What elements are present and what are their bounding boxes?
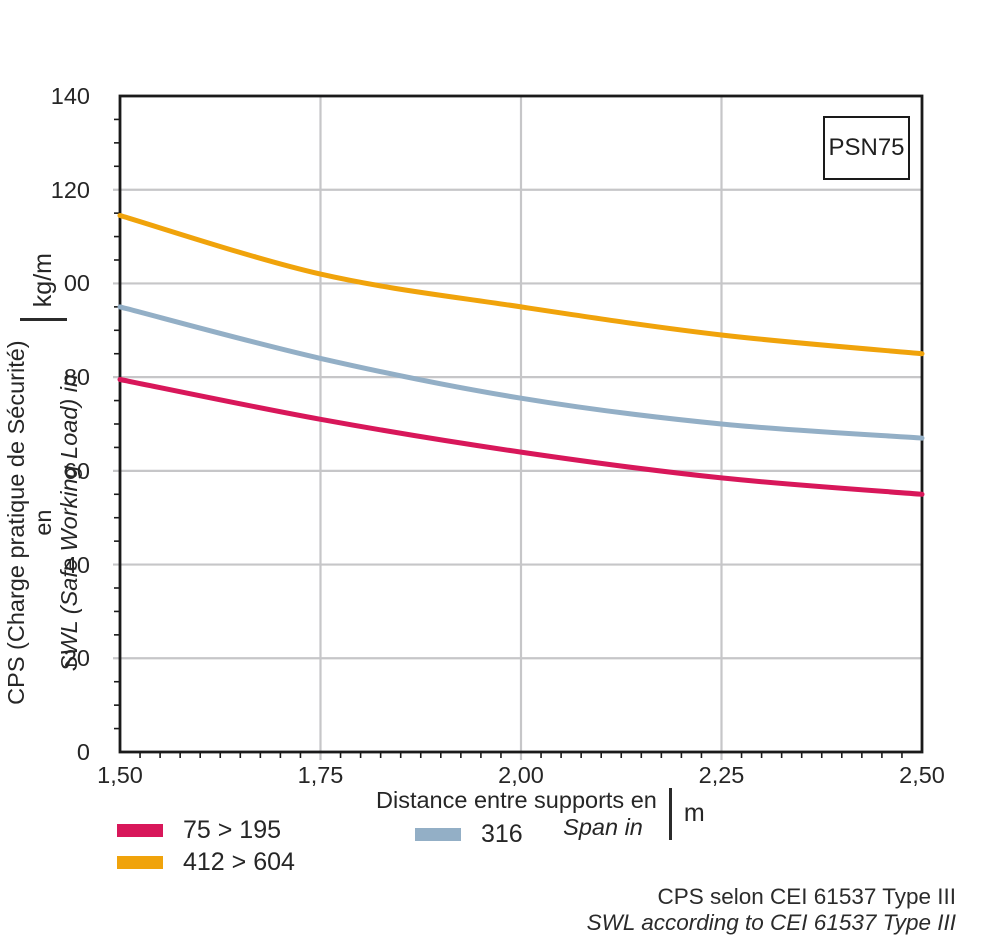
x-axis-title: Distance entre supports en Span in m	[376, 787, 705, 840]
plot-border	[118, 94, 924, 754]
x-tick-label: 2,50	[899, 762, 945, 788]
legend-swatch-orange	[117, 855, 163, 869]
y-tick-label: 80	[63, 364, 90, 391]
x-axis-unit: m	[683, 799, 705, 827]
x-tick-label: 1,50	[97, 762, 143, 788]
legend-swatch-red	[117, 823, 163, 837]
legend-item-316: 316	[415, 819, 523, 848]
legend-label: 316	[481, 819, 523, 848]
x-axis-title-fr: Distance entre supports en	[376, 787, 657, 813]
y-tick-label: 60	[63, 457, 90, 484]
x-tick-label: 2,25	[698, 762, 745, 788]
legend-item-412-604: 412 > 604	[117, 847, 295, 876]
x-tick-label: 2,00	[498, 762, 544, 788]
legend-swatch-blue	[415, 827, 461, 841]
curve-316	[117, 304, 925, 441]
footer-line-fr: CPS selon CEI 61537 Type III	[657, 884, 956, 909]
legend-item-75-195: 75 > 195	[117, 815, 282, 844]
legend-label: 412 > 604	[183, 847, 295, 876]
y-tick-label: 0	[76, 739, 90, 765]
y-axis-title-en: SWL (Safe Working Load) in	[56, 373, 83, 672]
y-tick-label: 20	[63, 645, 90, 672]
y-axis-title-fr: CPS (Charge pratique de Sécurité) en	[3, 340, 56, 705]
x-unit-separator-bar	[668, 787, 672, 840]
series-reference-label: PSN75	[828, 134, 905, 161]
footer-line-en: SWL according to CEI 61537 Type III	[586, 910, 956, 935]
y-axis-title: CPS (Charge pratique de Sécurité) en SWL…	[3, 253, 82, 713]
x-tick-label: 1,75	[297, 762, 344, 788]
legend-label: 75 > 195	[183, 815, 282, 844]
x-axis-title-en: Span in	[563, 813, 643, 840]
curve-75-195	[117, 377, 925, 497]
y-tick-label: 140	[50, 83, 90, 109]
y-tick-label: 00	[63, 270, 90, 297]
y-unit-separator-bar	[19, 318, 67, 322]
series-reference-box: PSN75	[823, 116, 910, 180]
y-tick-label: 120	[50, 176, 90, 203]
y-tick-label: 40	[63, 551, 90, 578]
y-axis-unit: kg/m	[28, 253, 57, 308]
curve-412-604	[117, 213, 925, 357]
footer-note: CPS selon CEI 61537 Type III SWL accordi…	[587, 884, 956, 936]
